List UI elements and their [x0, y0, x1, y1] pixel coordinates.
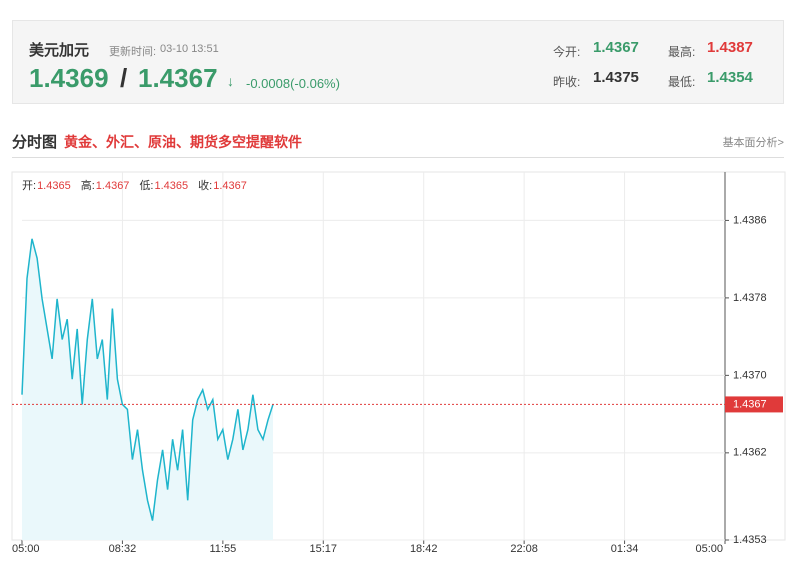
x-tick-label: 05:00 [12, 543, 40, 555]
update-time: 03-10 13:51 [160, 43, 219, 55]
legend-label: 开: [22, 180, 36, 192]
x-tick-label: 18:42 [410, 543, 438, 555]
legend-value: 1.4365 [155, 180, 189, 192]
legend-label: 低: [139, 179, 153, 192]
price-line [21, 238, 274, 521]
legend-value: 1.4367 [213, 180, 247, 192]
stat-value: 1.4387 [707, 39, 753, 56]
stat-value: 1.4354 [707, 69, 753, 86]
down-arrow: ↓ [227, 73, 234, 89]
y-tick-label: 1.4353 [733, 534, 767, 546]
y-tick-label: 1.4386 [733, 214, 767, 226]
reference-tag [725, 396, 783, 413]
stat-label: 最高: [668, 45, 696, 59]
pair-name: 美元加元 [29, 42, 90, 59]
promo-link[interactable]: 黄金、外汇、原油、期货多空提醒软件 [64, 134, 302, 150]
x-tick-label: 08:32 [109, 543, 137, 555]
separator: / [120, 63, 128, 93]
bid-price: 1.4369 [29, 63, 109, 93]
stat-label: 昨收: [553, 75, 581, 89]
x-tick-label: 15:17 [310, 543, 338, 555]
x-tick-label: 22:08 [510, 543, 538, 555]
legend-label: 高: [81, 178, 95, 192]
ask-price: 1.4367 [138, 63, 218, 93]
legend-value: 1.4365 [37, 180, 71, 192]
y-tick-label: 1.4370 [733, 369, 767, 381]
quote-panel: 美元加元 更新时间: 03-10 13:51 1.4369 / 1.4367 ↓… [12, 20, 784, 104]
divider [12, 157, 784, 158]
stat-value: 1.4367 [593, 39, 639, 56]
y-tick-label: 1.4378 [733, 292, 767, 304]
x-tick-label: 11:55 [209, 543, 236, 555]
stat-label: 最低: [668, 75, 696, 89]
legend-label: 收: [198, 178, 212, 192]
x-tick-label: 05:00 [695, 543, 723, 555]
fundamental-link[interactable]: 基本面分析> [722, 137, 784, 149]
stat-value: 1.4375 [593, 69, 639, 86]
x-tick-label: 01:34 [611, 543, 639, 555]
section-title: 分时图 [12, 134, 58, 151]
y-tick-label: 1.4362 [733, 447, 767, 459]
reference-label: 1.4367 [733, 398, 767, 410]
area [22, 238, 273, 541]
stat-label: 今开: [553, 45, 581, 59]
chart: 05:00 08:32 11:55 15:17 18:42 22:08 01:34 05:00… [11, 171, 786, 555]
update-label: 更新时间: [109, 46, 157, 58]
change: -0.0008(-0.06%) [246, 76, 340, 91]
legend-value: 1.4367 [96, 180, 130, 192]
